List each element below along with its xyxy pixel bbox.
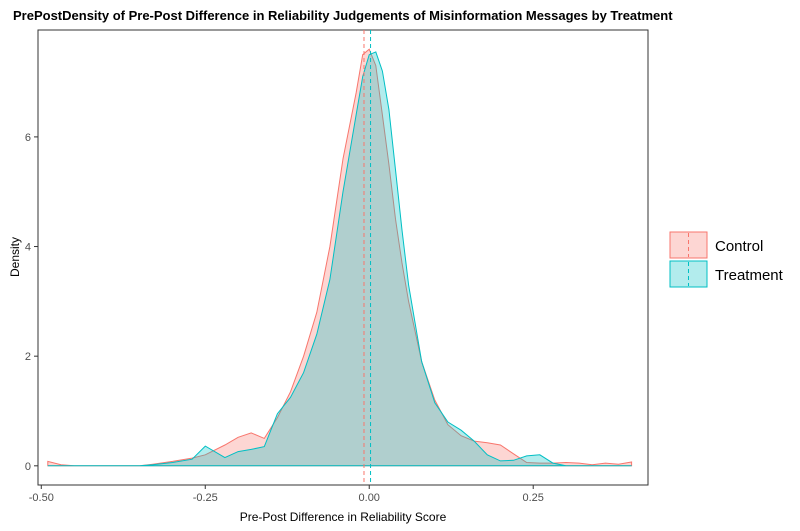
- x-tick-label: -0.25: [193, 492, 218, 504]
- legend-label-control: Control: [715, 238, 763, 255]
- x-tick-label: 0.00: [359, 492, 380, 504]
- x-tick-label: -0.50: [29, 492, 54, 504]
- y-tick-label: 6: [25, 132, 31, 144]
- chart-title: PrePostDensity of Pre-Post Difference in…: [13, 8, 673, 23]
- y-axis-label: Density: [8, 237, 22, 277]
- x-tick-label: 0.25: [523, 492, 544, 504]
- legend: Control Treatment: [669, 231, 784, 288]
- plot-panel-border: [37, 29, 649, 486]
- density-area-control: [47, 48, 633, 467]
- y-axis: 0 2 4 6: [25, 132, 38, 473]
- plot-area: [47, 30, 633, 485]
- y-tick-label: 4: [25, 242, 31, 254]
- density-area-treatment: [47, 51, 632, 467]
- x-axis-label: Pre-Post Difference in Reliability Score: [240, 510, 447, 524]
- y-tick-label: 2: [25, 351, 31, 363]
- legend-label-treatment: Treatment: [715, 267, 784, 284]
- x-axis: -0.50 -0.25 0.00 0.25: [29, 485, 544, 504]
- y-tick-label: 0: [25, 461, 31, 473]
